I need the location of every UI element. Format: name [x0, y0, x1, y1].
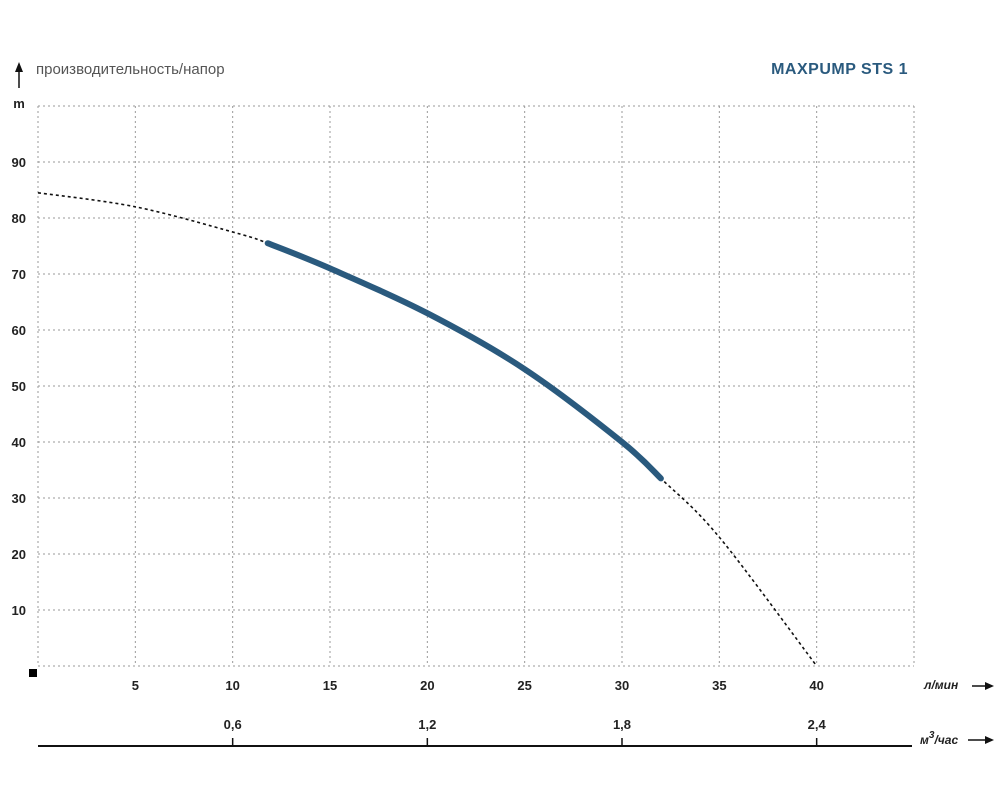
x-tick-label: 5 [132, 678, 139, 693]
x-axis-unit-primary: л/мин [923, 678, 959, 692]
x-tick-label: 25 [517, 678, 531, 693]
unit-superscript: 3 [929, 730, 935, 741]
y-axis-unit: m [13, 96, 25, 111]
working-range-curve [264, 240, 664, 482]
x-tick-label: 40 [809, 678, 823, 693]
secondary-tick-label: 1,2 [418, 717, 436, 732]
horizontal-gridlines [38, 105, 914, 667]
x-axis-unit-secondary: м3/час [920, 730, 958, 747]
y-axis-title: производительность/напор [36, 61, 225, 78]
y-tick-label: 80 [12, 211, 26, 226]
full-curve-dashed [37, 192, 818, 667]
x-tick-label: 30 [615, 678, 629, 693]
y-tick-label: 20 [12, 547, 26, 562]
secondary-tick-label: 1,8 [613, 717, 631, 732]
y-tick-label: 10 [12, 603, 26, 618]
y-tick-labels: 10 20 30 40 50 60 70 80 90 [12, 155, 26, 618]
secondary-x-tick-labels: 0,6 1,2 1,8 2,4 [224, 717, 827, 732]
y-tick-label: 30 [12, 491, 26, 506]
series-layer [37, 192, 818, 667]
y-tick-label: 40 [12, 435, 26, 450]
y-tick-label: 90 [12, 155, 26, 170]
origin-marker [29, 669, 37, 677]
secondary-tick-label: 2,4 [808, 717, 827, 732]
x-tick-label: 15 [323, 678, 337, 693]
secondary-tick-label: 0,6 [224, 717, 242, 732]
y-tick-label: 70 [12, 267, 26, 282]
unit-per-hour: /час [933, 733, 958, 747]
secondary-x-ticks [231, 738, 818, 746]
y-tick-label: 60 [12, 323, 26, 338]
x-axis-arrow-head [985, 682, 994, 690]
chart-title: MAXPUMP STS 1 [771, 61, 908, 78]
x-tick-label: 35 [712, 678, 726, 693]
x-tick-labels: 5 10 15 20 25 30 35 40 [132, 678, 824, 693]
secondary-axis-arrow-head [985, 736, 994, 744]
x-tick-label: 20 [420, 678, 434, 693]
y-axis-arrow-head [15, 62, 23, 72]
x-tick-label: 10 [225, 678, 239, 693]
unit-m: м [920, 733, 929, 747]
y-tick-label: 50 [12, 379, 26, 394]
